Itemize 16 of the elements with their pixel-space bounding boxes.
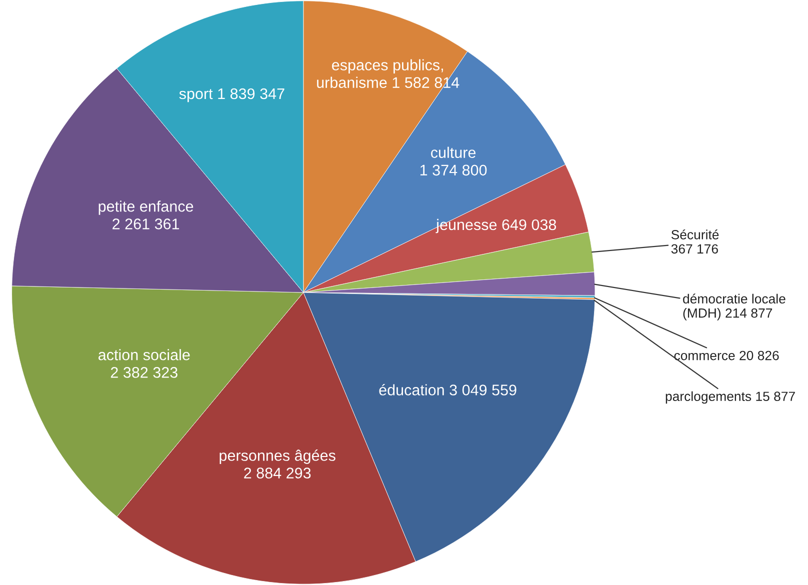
slice-label: démocratie locale (MDH) 214 877 [683, 294, 786, 320]
slice-label: action sociale [98, 349, 190, 360]
slice-label: personnes âgées [220, 450, 336, 464]
data-label: 2 382 323 [110, 367, 178, 378]
slice-label: jeunesse 649 038 [436, 218, 556, 234]
data-label: 1 374 800 [420, 164, 487, 176]
slice-label: petite enfance [98, 200, 194, 215]
slice-label: culture [431, 146, 476, 158]
slice-label: commerce 20 826 [674, 350, 779, 360]
data-label: 2 884 293 [244, 468, 311, 478]
slice-label: éducation 3 049 559 [379, 384, 516, 396]
data-label: 367 176 [671, 244, 718, 254]
slice-label: Sécurité [671, 230, 719, 240]
data-label: 2 261 361 [112, 218, 180, 230]
slice-label: parclogements 15 877 [666, 391, 795, 404]
slice-label: sport 1 839 347 [179, 88, 284, 102]
